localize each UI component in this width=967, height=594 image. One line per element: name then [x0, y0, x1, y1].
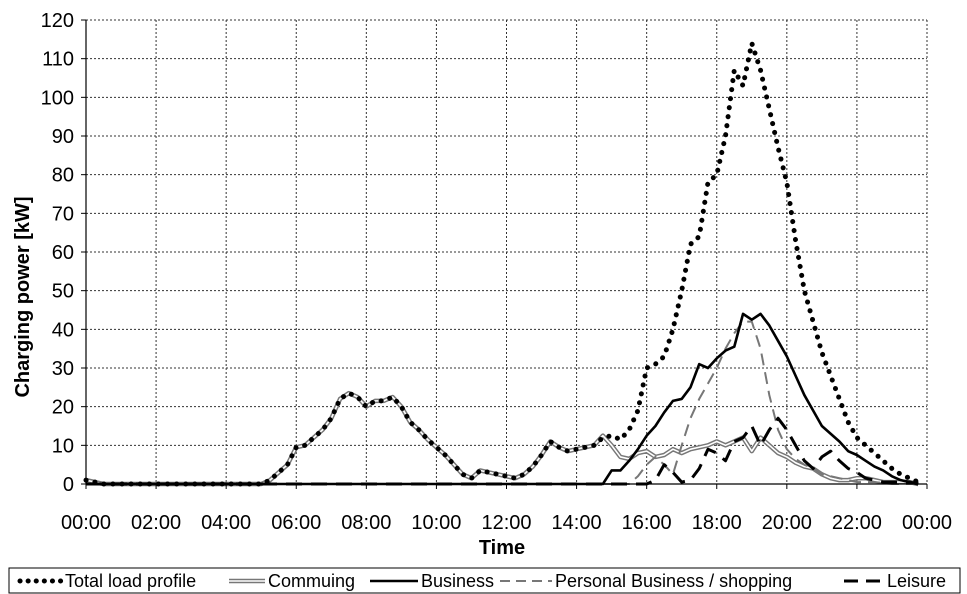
legend-item-business: Business	[370, 571, 494, 591]
legend-item-commuing: Commuing	[229, 571, 355, 591]
x-tick-label: 08:00	[341, 512, 391, 534]
x-tick-label: 02:00	[131, 512, 181, 534]
x-tick-label: 06:00	[271, 512, 321, 534]
x-axis-title: Time	[479, 537, 525, 559]
y-tick-label: 80	[52, 165, 74, 187]
y-tick-label: 120	[41, 10, 74, 32]
y-tick-label: 0	[63, 474, 74, 496]
x-tick-label: 22:00	[832, 512, 882, 534]
x-tick-label: 16:00	[622, 512, 672, 534]
y-tick-label: 10	[52, 435, 74, 457]
x-tick-label: 00:00	[61, 512, 111, 534]
x-tick-label: 12:00	[481, 512, 531, 534]
axis-layer: 0 10 20 30 40 50 60 70 80 90 100 110 120 00:00 02:00 04…	[41, 10, 952, 534]
legend-item-leisure: Leisure	[844, 571, 946, 591]
series-line-leisure	[86, 416, 919, 486]
y-axis-title: Charging power [kW]	[12, 196, 34, 397]
y-tick-label: 30	[52, 358, 74, 380]
legend-label-personal-business-shopping: Personal Business / shopping	[555, 571, 792, 591]
x-tick-label: 10:00	[411, 512, 461, 534]
legend-item-total-load-profile: Total load profile	[17, 571, 196, 591]
legend-label-leisure: Leisure	[887, 571, 946, 591]
series-layer	[83, 40, 921, 487]
grid-layer	[86, 19, 928, 484]
legend: Total load profile Commuing Business Person…	[8, 567, 961, 594]
y-tick-label: 50	[52, 281, 74, 303]
legend-label-business: Business	[421, 571, 494, 591]
y-tick-label: 90	[52, 126, 74, 148]
series-line-total-load-profile	[83, 40, 921, 487]
y-tick-label: 20	[52, 397, 74, 419]
series-line-business	[86, 312, 919, 486]
legend-label-commuing: Commuing	[268, 571, 355, 591]
y-tick-label: 70	[52, 203, 74, 225]
y-tick-label: 60	[52, 242, 74, 264]
legend-label-total-load-profile: Total load profile	[65, 571, 196, 591]
x-tick-label: 00:00	[902, 512, 952, 534]
y-tick-label: 110	[42, 49, 74, 71]
y-tick-label: 40	[52, 319, 74, 341]
x-tick-label: 04:00	[201, 512, 251, 534]
legend-box	[8, 567, 961, 594]
x-tick-label: 20:00	[762, 512, 812, 534]
legend-item-personal-business-shopping: Personal Business / shopping	[500, 571, 792, 591]
x-tick-label: 14:00	[552, 512, 602, 534]
x-tick-label: 18:00	[692, 512, 742, 534]
y-tick-label: 100	[41, 87, 74, 109]
